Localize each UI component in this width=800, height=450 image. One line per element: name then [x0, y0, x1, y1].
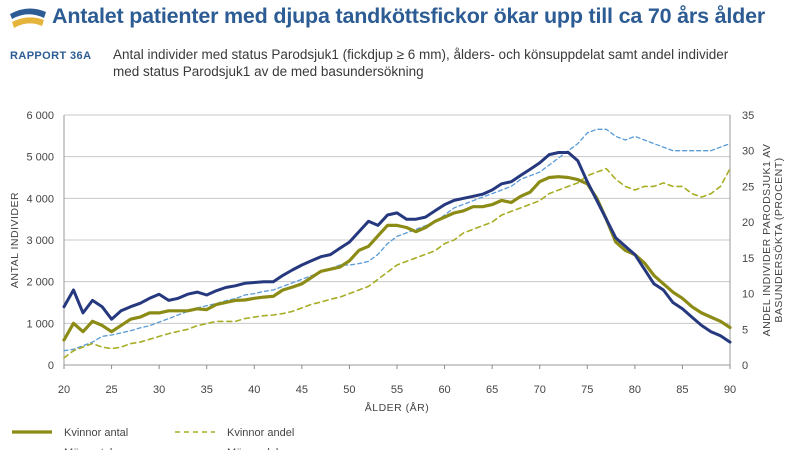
y2-tick-label: 20	[742, 217, 754, 229]
y2-tick-label: 25	[742, 181, 754, 193]
y2-axis-title-line1: ANDEL INDIVIDER PARODSJUK1 AV	[761, 144, 773, 337]
y-tick-label: 0	[48, 360, 54, 372]
logo-top-stroke	[10, 8, 46, 19]
x-tick-label: 50	[343, 384, 355, 396]
y-tick-label: 3 000	[26, 235, 54, 247]
chart-subtitle: Antal individer med status Parodsjuk1 (f…	[113, 47, 729, 79]
tick-labels: 0 1 000 2 000 3 000 4 000 5 000 6 000 0 5 10 15 20 2…	[26, 110, 754, 396]
series-line-män-antal	[62, 151, 732, 344]
x-tick-label: 80	[629, 384, 641, 396]
axes	[63, 115, 731, 369]
series-line-män-andel	[63, 128, 731, 352]
y2-tick-label: 10	[742, 289, 754, 301]
y2-tick-label: 5	[742, 324, 748, 336]
legend: Kvinnor antal Kvinnor andel Män antal Män a…	[12, 427, 294, 450]
y2-tick-label: 30	[742, 146, 754, 158]
page-title: Antalet patienter med djupa tandköttsfic…	[52, 4, 765, 28]
grid-lines	[64, 114, 730, 366]
y-tick-label: 6 000	[26, 110, 54, 122]
logo-bottom-stroke	[12, 17, 44, 28]
x-tick-label: 45	[296, 384, 308, 396]
y-tick-label: 4 000	[26, 193, 54, 205]
y2-tick-label: 15	[742, 253, 754, 265]
report-logo-icon	[10, 8, 46, 28]
x-tick-label: 25	[105, 384, 117, 396]
x-tick-label: 20	[58, 384, 70, 396]
legend-label: Män andel	[227, 447, 278, 450]
y-tick-label: 2 000	[26, 277, 54, 289]
legend-label: Män antal	[64, 447, 112, 450]
x-axis-title: ÅLDER (ÅR)	[365, 401, 430, 414]
report-label: RAPPORT 36A	[10, 50, 92, 62]
series-line-kvinnor-andel	[63, 167, 731, 359]
x-tick-label: 55	[391, 384, 403, 396]
legend-label: Kvinnor andel	[227, 427, 294, 439]
x-tick-label: 75	[581, 384, 593, 396]
x-tick-label: 40	[248, 384, 260, 396]
x-tick-label: 70	[534, 384, 546, 396]
x-tick-label: 30	[153, 384, 165, 396]
x-tick-label: 60	[438, 384, 450, 396]
chart-series	[62, 128, 732, 359]
y-tick-label: 5 000	[26, 152, 54, 164]
series-line-kvinnor-antal	[62, 175, 732, 342]
y-axis-title: ANTAL INDIVIDER	[9, 192, 21, 288]
x-tick-label: 35	[201, 384, 213, 396]
x-tick-label: 90	[724, 384, 736, 396]
x-tick-label: 85	[676, 384, 688, 396]
x-tick-label: 65	[486, 384, 498, 396]
y2-tick-label: 35	[742, 110, 754, 122]
y2-tick-label: 0	[742, 360, 748, 372]
y2-axis-title-line2: BASUNDERSÖKTA (PROCENT)	[773, 157, 785, 322]
legend-label: Kvinnor antal	[64, 427, 128, 439]
y-tick-label: 1 000	[26, 318, 54, 330]
